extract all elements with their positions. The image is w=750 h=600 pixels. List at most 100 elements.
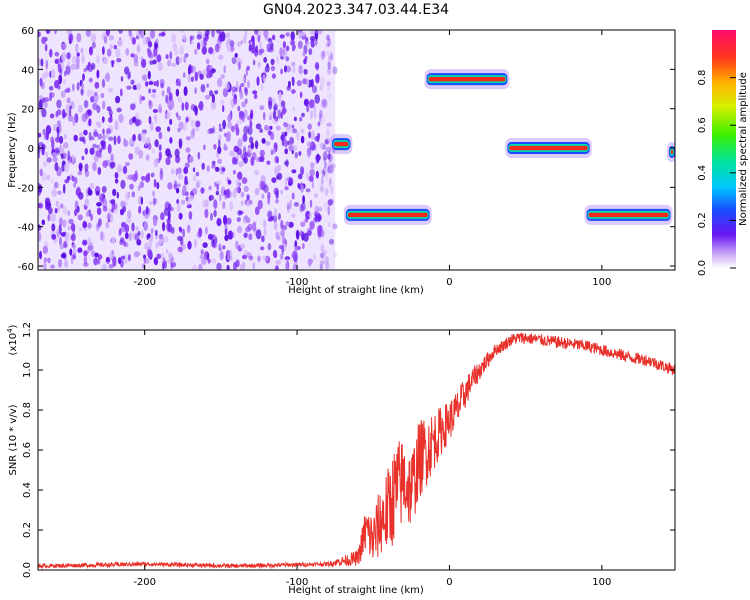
noise-speckle: [184, 191, 189, 197]
noise-speckle: [233, 93, 237, 100]
noise-speckle: [136, 119, 142, 126]
noise-speckle: [252, 59, 256, 66]
noise-speckle: [97, 133, 103, 140]
noise-speckle: [306, 105, 310, 113]
noise-speckle: [280, 134, 286, 142]
noise-speckle: [173, 183, 178, 190]
noise-speckle: [171, 168, 175, 175]
y-tick-label: 0.4: [22, 482, 33, 498]
noise-speckle: [202, 38, 207, 47]
noise-speckle: [263, 30, 269, 39]
noise-speckle: [311, 85, 318, 94]
noise-speckle: [105, 221, 110, 229]
noise-speckle: [325, 261, 330, 270]
noise-speckle: [90, 33, 97, 43]
noise-speckle: [101, 263, 107, 270]
noise-speckle: [161, 90, 165, 97]
noise-speckle: [321, 176, 324, 185]
noise-speckle: [123, 139, 129, 147]
noise-speckle: [326, 81, 331, 91]
noise-speckle: [153, 218, 158, 227]
noise-speckle: [210, 212, 213, 221]
noise-speckle: [278, 245, 284, 250]
noise-speckle: [284, 139, 288, 148]
noise-speckle: [180, 199, 186, 205]
noise-speckle: [162, 221, 166, 232]
noise-speckle: [268, 130, 272, 136]
noise-speckle: [82, 73, 85, 81]
noise-speckle: [281, 108, 287, 114]
noise-speckle: [136, 44, 141, 53]
noise-speckle: [184, 101, 189, 111]
noise-speckle: [120, 179, 126, 189]
noise-speckle: [148, 99, 152, 106]
noise-speckle: [156, 54, 162, 63]
noise-speckle: [196, 34, 202, 40]
noise-speckle: [177, 96, 183, 103]
noise-speckle: [277, 172, 283, 181]
noise-speckle: [158, 32, 162, 37]
noise-speckle: [284, 131, 288, 137]
noise-speckle: [75, 190, 79, 195]
noise-speckle: [289, 136, 295, 145]
noise-speckle: [66, 87, 71, 93]
noise-speckle: [67, 59, 70, 67]
noise-speckle: [72, 248, 77, 257]
noise-speckle: [197, 151, 201, 160]
noise-speckle: [244, 87, 248, 96]
noise-speckle: [285, 56, 290, 62]
noise-speckle: [54, 58, 59, 64]
noise-speckle: [255, 229, 262, 240]
snr-scale-exponent: 4: [6, 328, 14, 333]
noise-speckle: [310, 162, 315, 169]
noise-speckle: [223, 143, 227, 151]
noise-speckle: [226, 217, 232, 225]
noise-speckle: [157, 61, 163, 71]
noise-speckle: [264, 124, 269, 131]
noise-speckle: [148, 116, 152, 125]
noise-speckle: [284, 177, 288, 187]
noise-speckle: [300, 221, 306, 227]
noise-speckle: [116, 191, 120, 199]
noise-speckle: [310, 30, 316, 36]
noise-speckle: [61, 42, 67, 50]
noise-speckle: [265, 255, 269, 262]
noise-speckle: [323, 166, 327, 175]
noise-speckle: [92, 41, 96, 49]
noise-speckle: [330, 163, 336, 169]
noise-speckle: [46, 157, 52, 163]
noise-speckle: [257, 255, 261, 262]
noise-speckle: [259, 105, 265, 111]
noise-speckle: [271, 73, 276, 79]
noise-speckle: [94, 81, 100, 89]
noise-speckle: [290, 39, 295, 46]
noise-speckle: [224, 82, 230, 90]
noise-speckle: [69, 105, 72, 110]
noise-speckle: [94, 252, 99, 258]
noise-speckle: [93, 257, 98, 266]
y-tick-label: 0.2: [22, 522, 33, 538]
noise-speckle: [138, 205, 142, 214]
noise-speckle: [219, 250, 225, 261]
noise-speckle: [133, 59, 139, 67]
noise-speckle: [252, 262, 256, 270]
noise-region: [38, 30, 338, 270]
noise-speckle: [327, 199, 334, 206]
noise-speckle: [323, 99, 329, 109]
noise-speckle: [126, 85, 132, 90]
noise-speckle: [248, 136, 254, 144]
noise-speckle: [145, 206, 149, 215]
noise-speckle: [235, 240, 239, 250]
noise-speckle: [305, 188, 311, 193]
noise-speckle: [270, 149, 274, 156]
noise-speckle: [77, 214, 83, 221]
noise-speckle: [299, 91, 303, 99]
noise-speckle: [229, 200, 234, 211]
noise-speckle: [160, 212, 165, 221]
noise-speckle: [95, 190, 100, 196]
noise-speckle: [87, 64, 94, 72]
noise-speckle: [211, 160, 216, 166]
noise-speckle: [319, 182, 324, 191]
noise-speckle: [319, 260, 325, 265]
